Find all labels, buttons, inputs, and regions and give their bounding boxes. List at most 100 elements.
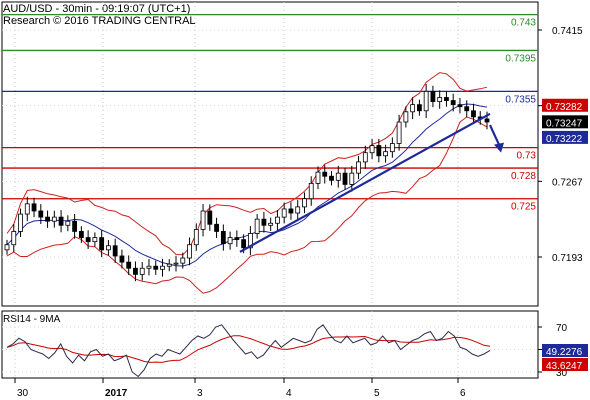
candle-body — [200, 210, 206, 230]
candle-body — [457, 104, 463, 108]
candle-body — [139, 267, 145, 275]
candle-body — [180, 257, 186, 264]
rsi-tick-label: 30 — [556, 368, 568, 379]
rsi-value-label: 49.2276 — [546, 347, 583, 358]
candle-body — [119, 255, 125, 263]
candle-body — [214, 223, 219, 232]
candle-body — [356, 161, 361, 174]
time-label: 30 — [17, 388, 29, 399]
candle-body — [396, 121, 402, 144]
candle-body — [78, 231, 84, 238]
candle-body — [335, 172, 341, 181]
candle-body — [342, 172, 348, 185]
candle-body — [471, 110, 476, 118]
price-marker-box — [542, 115, 588, 129]
candle-body — [160, 265, 165, 270]
candle-body — [295, 206, 301, 214]
candle-body — [166, 263, 172, 267]
price-tick-label: 0.7193 — [552, 253, 583, 264]
candle-body — [302, 198, 307, 208]
candle-body — [275, 216, 280, 224]
level-label: 0.7355 — [505, 94, 536, 105]
price-marker-box — [542, 98, 588, 112]
candle-body — [234, 237, 240, 241]
rsi-line — [6, 324, 491, 378]
candle-body — [133, 267, 138, 275]
rsi-title: RSI14 - 9MA — [3, 314, 61, 325]
candle-body — [85, 237, 91, 243]
candle-body — [31, 203, 37, 212]
time-label: 3 — [197, 388, 203, 399]
candle-body — [4, 244, 10, 251]
candle-body — [329, 175, 334, 181]
candle-body — [58, 216, 64, 226]
time-label: 2017 — [105, 388, 128, 399]
candle-body — [369, 145, 375, 154]
level-label: 0.728 — [511, 171, 536, 182]
candle-body — [72, 220, 78, 232]
candle-body — [241, 239, 247, 249]
candle-body — [187, 244, 192, 259]
candle-body — [444, 97, 449, 101]
candle-body — [437, 97, 443, 102]
candle-body — [11, 231, 17, 246]
candle-body — [126, 261, 132, 269]
candle-body — [99, 237, 105, 251]
candle-body — [389, 143, 395, 153]
candle-body — [247, 233, 253, 249]
moving-average-line — [6, 103, 488, 267]
forecast-arrow-shaft — [489, 124, 500, 146]
candle-body — [112, 245, 118, 257]
price-marker-label: 0.73222 — [546, 134, 583, 145]
candle-body — [308, 182, 314, 200]
bollinger-upper-band — [6, 72, 488, 256]
candle-body — [383, 151, 388, 157]
price-tick-label: 0.7415 — [552, 26, 583, 37]
price-tick-label: 0.7267 — [552, 177, 583, 188]
candle-body — [376, 145, 382, 157]
candle-body — [322, 171, 328, 177]
candle-body — [65, 220, 71, 226]
candle-body — [484, 118, 490, 123]
candle-body — [18, 213, 23, 232]
candle-body — [193, 228, 199, 246]
price-marker-label: 0.73282 — [546, 102, 583, 113]
candle-body — [173, 262, 179, 265]
candle-body — [227, 237, 233, 245]
candle-body — [464, 106, 470, 112]
forecast-arrowhead — [494, 142, 504, 153]
candle-body — [254, 218, 260, 234]
candle-body — [362, 152, 368, 163]
candle-body — [207, 210, 213, 225]
trendline — [239, 112, 491, 253]
candle-body — [416, 104, 422, 112]
candle-body — [92, 237, 98, 243]
candle-body — [410, 104, 416, 113]
candle-body — [261, 218, 267, 226]
candle-body — [430, 90, 436, 102]
candle-body — [220, 231, 226, 245]
rsi-tick-label: 70 — [556, 323, 568, 334]
bollinger-lower-band — [6, 116, 488, 294]
candle-body — [288, 208, 294, 214]
candle-body — [403, 111, 409, 123]
candle-body — [106, 245, 111, 251]
chart-subtitle: Research © 2016 TRADING CENTRAL — [3, 15, 196, 27]
price-marker-label: 0.73247 — [546, 118, 583, 129]
signal-value-box — [542, 358, 588, 371]
time-label: 6 — [460, 388, 466, 399]
candle-body — [45, 216, 50, 222]
candle-body — [146, 265, 152, 269]
chart-title: AUD/USD - 30min - 09:19:07 (UTC+1) — [3, 3, 190, 15]
candle-body — [153, 265, 159, 270]
candle-body — [281, 208, 287, 218]
price-marker-box — [542, 130, 588, 144]
candle-body — [315, 171, 321, 184]
candle-body — [51, 216, 57, 222]
time-label: 5 — [374, 388, 380, 399]
candle-body — [349, 172, 355, 185]
rsi-signal-line — [6, 335, 491, 363]
candle-body — [423, 90, 429, 112]
level-label: 0.743 — [511, 18, 536, 29]
